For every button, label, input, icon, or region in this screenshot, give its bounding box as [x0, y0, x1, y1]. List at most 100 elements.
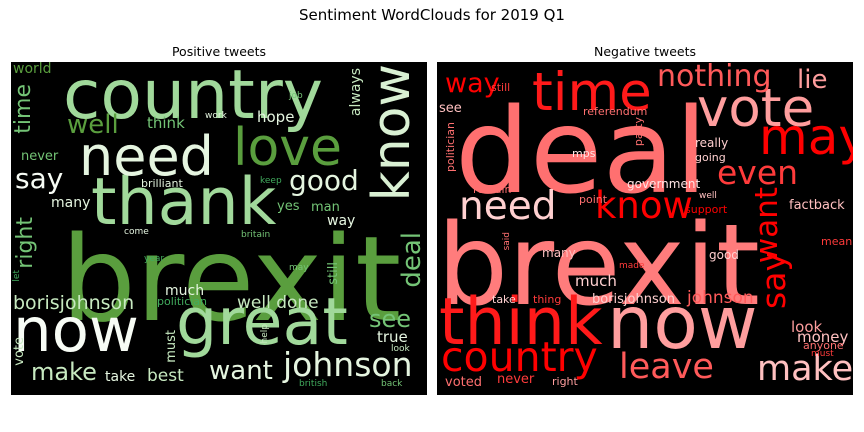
- word-time: time: [532, 62, 652, 123]
- word-good: good: [709, 248, 739, 262]
- word-right: right: [552, 375, 578, 388]
- word-much: much: [575, 272, 617, 290]
- word-world: world: [13, 62, 52, 77]
- word-true: true: [377, 328, 408, 346]
- word-know: know: [362, 64, 422, 202]
- word-know: know: [595, 184, 693, 227]
- word-deal: deal: [455, 82, 708, 220]
- word-support: support: [685, 203, 728, 216]
- word-must: must: [811, 349, 834, 359]
- word-britain: britain: [241, 230, 271, 240]
- word-hope: hope: [257, 108, 295, 126]
- word-brexit: brexit: [437, 201, 760, 331]
- word-take: take: [492, 293, 516, 306]
- word-politician: politician: [157, 295, 208, 308]
- word-keep: keep: [260, 176, 282, 186]
- word-money: money: [797, 328, 849, 346]
- word-vote: vote: [12, 337, 27, 366]
- word-way: way: [445, 68, 500, 99]
- word-come: come: [124, 227, 149, 237]
- word-love: love: [233, 118, 343, 178]
- word-johnson: johnson: [283, 345, 413, 384]
- word-always: always: [348, 68, 364, 117]
- word-good: good: [289, 164, 359, 197]
- word-remain: remain: [473, 183, 512, 196]
- word-said: said: [502, 232, 512, 251]
- word-johnson: johnson: [687, 288, 754, 308]
- word-best: best: [147, 366, 184, 386]
- word-need: need: [459, 184, 557, 229]
- subplot-title-positive: Positive tweets: [171, 44, 267, 59]
- word-well-done: well done: [237, 293, 319, 313]
- word-right: right: [13, 217, 38, 269]
- word-borisjohnson: borisjohnson: [592, 292, 675, 307]
- word-take: take: [105, 369, 136, 385]
- word-need: need: [79, 125, 214, 188]
- word-even: even: [717, 153, 799, 192]
- word-still: still: [491, 81, 511, 94]
- word-made: made: [619, 261, 645, 271]
- word-really: really: [695, 136, 729, 150]
- word-well: well: [699, 191, 717, 201]
- word-look: look: [391, 344, 410, 354]
- word-party: party: [632, 117, 645, 147]
- word-man: man: [311, 200, 340, 215]
- word-think: think: [147, 114, 185, 132]
- word-never: never: [497, 372, 535, 387]
- word-leave: leave: [619, 347, 714, 387]
- word-factback: factback: [789, 198, 845, 213]
- word-many: many: [51, 195, 91, 211]
- word-help: help: [260, 324, 270, 344]
- word-still: still: [326, 262, 341, 285]
- word-vote: vote: [697, 78, 815, 139]
- word-lie: lie: [797, 65, 828, 95]
- subplot-title-negative: Negative tweets: [594, 44, 696, 59]
- figure-title: Sentiment WordClouds for 2019 Q1: [299, 6, 565, 24]
- word-mean: mean: [821, 235, 853, 248]
- word-government: government: [627, 177, 701, 191]
- word-make: make: [31, 358, 97, 386]
- word-think: think: [439, 285, 603, 360]
- word-work: work: [205, 111, 227, 121]
- word-politician: politician: [444, 122, 457, 173]
- word-much: much: [165, 283, 205, 299]
- word-must: must: [164, 330, 179, 363]
- word-say: say: [15, 162, 64, 195]
- word-country: country: [63, 62, 324, 135]
- word-job: job: [289, 91, 303, 101]
- word-point: point: [579, 193, 608, 206]
- word-anyone: anyone: [803, 339, 844, 352]
- word-great: great: [176, 285, 348, 360]
- word-going: going: [695, 151, 726, 164]
- word-back: back: [381, 379, 403, 389]
- word-borisjohnson: borisjohnson: [13, 292, 135, 314]
- word-deal: deal: [397, 232, 427, 288]
- word-now: now: [607, 281, 758, 366]
- word-many: many: [542, 246, 576, 260]
- word-year: year: [144, 254, 165, 264]
- word-thank: thank: [91, 165, 277, 240]
- word-want: want: [749, 187, 785, 264]
- word-see: see: [369, 305, 412, 333]
- word-way: way: [327, 213, 356, 229]
- word-well: well: [67, 110, 119, 140]
- word-now: now: [13, 295, 139, 366]
- word-never: never: [21, 149, 59, 164]
- word-may: may: [759, 108, 853, 166]
- word-voted: voted: [445, 375, 482, 390]
- word-nothing: nothing: [657, 62, 772, 94]
- word-mps: mps: [572, 147, 596, 160]
- word-british: british: [299, 379, 328, 389]
- word-country: country: [441, 333, 598, 381]
- word-make: make: [757, 349, 853, 389]
- word-want: want: [209, 356, 273, 386]
- word-brexit: brexit: [61, 210, 402, 348]
- word-let: let: [12, 270, 22, 282]
- positive-wordcloud: brexit country thank great now need love know jo…: [11, 62, 427, 395]
- word-referendum: referendum: [583, 105, 648, 118]
- word-look: look: [791, 318, 823, 336]
- word-yes: yes: [277, 199, 300, 214]
- word-may: may: [289, 263, 309, 273]
- word-brilliant: brilliant: [141, 177, 183, 190]
